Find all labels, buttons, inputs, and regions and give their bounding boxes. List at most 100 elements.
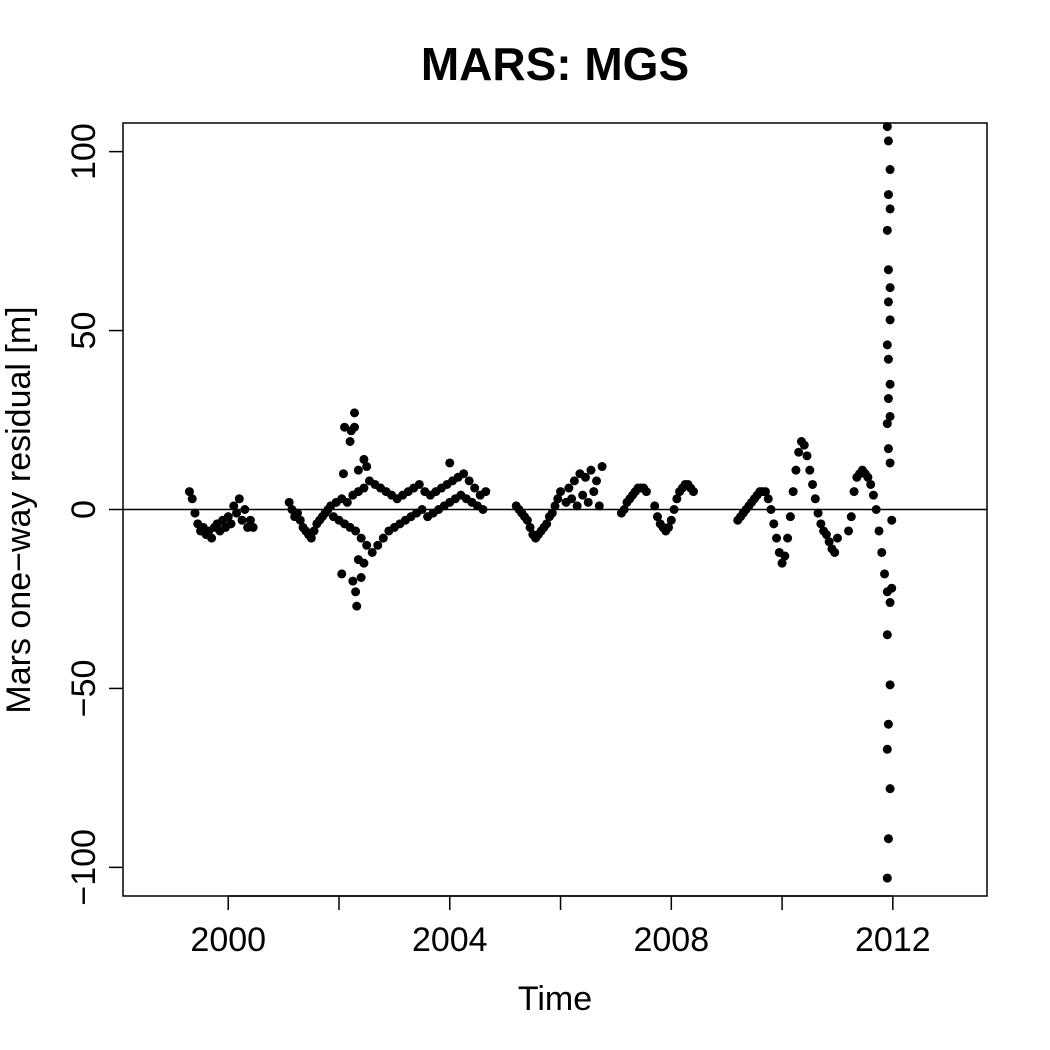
- data-point: [760, 487, 770, 497]
- data-point: [295, 515, 305, 525]
- data-point: [887, 515, 897, 525]
- x-tick-label: 2004: [412, 921, 488, 959]
- data-point: [863, 472, 873, 482]
- data-point: [794, 447, 804, 457]
- data-point: [810, 494, 820, 504]
- data-point: [882, 122, 892, 132]
- data-point: [882, 744, 892, 754]
- data-point: [882, 873, 892, 883]
- data-point: [459, 469, 469, 479]
- data-point: [207, 533, 217, 543]
- data-point: [883, 190, 893, 200]
- y-axis-label: Mars one−way residual [m]: [0, 306, 38, 713]
- data-point: [785, 512, 795, 522]
- data-point: [808, 479, 818, 489]
- data-point: [589, 487, 599, 497]
- data-point: [348, 576, 358, 586]
- data-point: [359, 454, 369, 464]
- data-point: [556, 487, 566, 497]
- data-point: [883, 354, 893, 364]
- data-point: [816, 519, 826, 529]
- data-point: [883, 265, 893, 275]
- data-point: [367, 547, 377, 557]
- data-point: [572, 501, 582, 511]
- data-point: [340, 422, 350, 432]
- data-point: [769, 519, 779, 529]
- data-point: [813, 508, 823, 518]
- chart-title: MARS: MGS: [421, 38, 689, 90]
- data-point: [553, 494, 563, 504]
- data-point: [788, 487, 798, 497]
- data-point: [882, 225, 892, 235]
- data-point: [550, 501, 560, 511]
- data-point: [846, 512, 856, 522]
- data-point: [799, 440, 809, 450]
- x-axis: 2000 2004 2008 2012: [190, 895, 931, 959]
- data-point: [666, 515, 676, 525]
- data-point: [763, 494, 773, 504]
- data-point: [849, 487, 859, 497]
- data-point: [883, 719, 893, 729]
- data-point: [547, 508, 557, 518]
- x-tick-label: 2000: [190, 921, 266, 959]
- data-point: [350, 408, 360, 418]
- data-point: [885, 283, 895, 293]
- data-point: [564, 483, 574, 493]
- data-point: [885, 315, 895, 325]
- data-point: [832, 533, 842, 543]
- x-tick-label: 2012: [855, 921, 931, 959]
- data-point: [874, 526, 884, 536]
- data-point: [885, 379, 895, 389]
- data-point: [805, 465, 815, 475]
- data-point: [885, 680, 895, 690]
- data-point: [866, 479, 876, 489]
- y-tick-label: −50: [65, 660, 103, 718]
- data-point: [586, 465, 596, 475]
- data-point: [883, 444, 893, 454]
- data-point: [791, 465, 801, 475]
- data-point: [284, 497, 294, 507]
- data-point: [868, 490, 878, 500]
- data-point: [883, 394, 893, 404]
- data-point: [223, 512, 233, 522]
- data-point: [578, 490, 588, 500]
- data-point: [885, 411, 895, 421]
- data-point: [882, 630, 892, 640]
- data-point: [583, 497, 593, 507]
- data-point: [229, 501, 239, 511]
- data-point: [464, 476, 474, 486]
- data-point: [373, 540, 383, 550]
- y-axis: −100 −50 0 50 100: [65, 123, 123, 906]
- x-axis-label: Time: [518, 980, 592, 1018]
- data-point: [880, 569, 890, 579]
- data-point: [569, 476, 579, 486]
- data-point: [777, 558, 787, 568]
- data-point: [350, 422, 360, 432]
- data-point: [594, 501, 604, 511]
- data-point: [337, 569, 347, 579]
- data-point: [248, 522, 258, 532]
- data-point: [445, 458, 455, 468]
- data-point: [883, 136, 893, 146]
- data-point: [356, 572, 366, 582]
- data-point: [883, 834, 893, 844]
- y-tick-label: 0: [65, 500, 103, 519]
- data-point: [292, 508, 302, 518]
- data-point: [877, 547, 887, 557]
- data-point: [821, 530, 831, 540]
- data-point: [830, 547, 840, 557]
- data-point: [190, 508, 200, 518]
- points-layer: [184, 122, 897, 883]
- data-point: [652, 512, 662, 522]
- data-point: [309, 526, 319, 536]
- data-point: [232, 508, 242, 518]
- data-point: [772, 533, 782, 543]
- data-point: [650, 501, 660, 511]
- data-point: [414, 479, 424, 489]
- data-point: [542, 519, 552, 529]
- y-tick-label: −100: [65, 829, 103, 906]
- data-point: [885, 458, 895, 468]
- data-point: [885, 204, 895, 214]
- y-tick-label: 100: [65, 123, 103, 180]
